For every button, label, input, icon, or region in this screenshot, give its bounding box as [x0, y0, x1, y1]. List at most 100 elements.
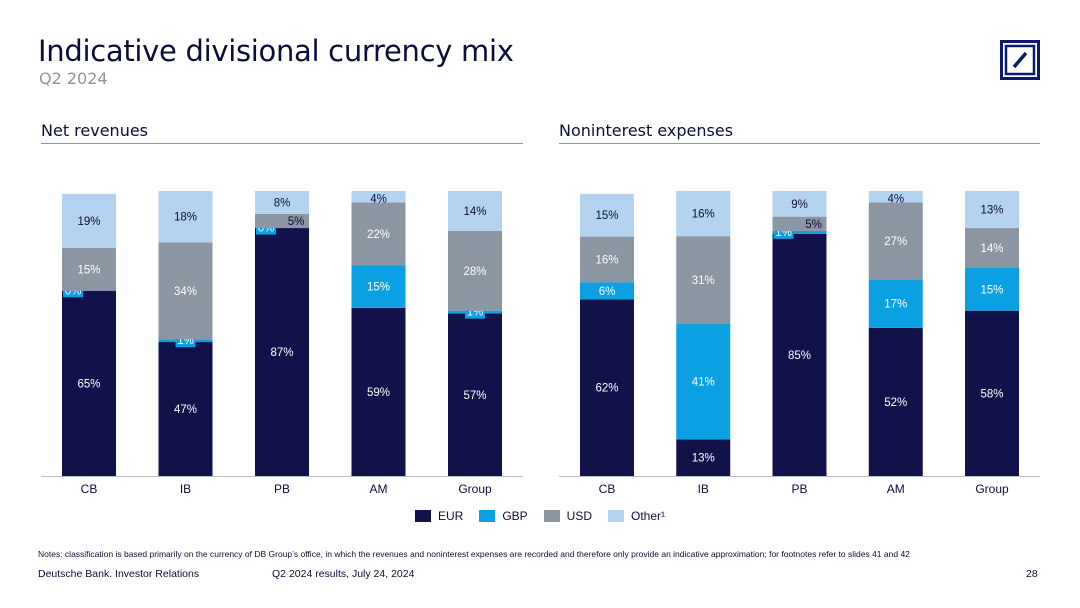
noninterest-expenses-category-pb: PB — [791, 482, 807, 496]
noninterest-expenses-label-cb-other: 15% — [595, 210, 618, 222]
net-revenues-bar-group-usd — [448, 230, 502, 311]
footer-brand: Deutsche Bank. Investor Relations — [38, 568, 200, 580]
noninterest-expenses-label-am-gbp: 17% — [884, 299, 907, 311]
net-revenues-bar-ib-usd — [158, 242, 213, 340]
noninterest-expenses-bar-group-usd — [965, 228, 1019, 268]
noninterest-expenses-label-group-gbp: 15% — [980, 284, 1003, 296]
noninterest-expenses-category-ib: IB — [698, 482, 709, 496]
noninterest-expenses-label-ib-eur: 13% — [692, 453, 715, 465]
noninterest-expenses-title: Noninterest expenses — [559, 121, 734, 140]
legend-swatch-other — [608, 510, 624, 522]
net-revenues-bar-ib-eur — [158, 342, 213, 476]
net-revenues-bar-pb-other — [255, 191, 309, 214]
legend-item-usd: USD — [543, 509, 592, 523]
legend-item-eur: EUR — [414, 509, 464, 523]
net-revenues-bar-pb-eur — [255, 228, 309, 476]
noninterest-expenses-bar-cb-eur — [580, 299, 634, 476]
noninterest-expenses-label-ib-usd: 31% — [692, 275, 715, 287]
noninterest-expenses-bar-cb-other — [580, 193, 634, 237]
legend-item-gbp: GBP — [479, 509, 528, 523]
legend-item-other: Other¹ — [608, 509, 665, 523]
noninterest-expenses-label-group-usd: 14% — [980, 243, 1003, 255]
noninterest-expenses-category-am: AM — [887, 482, 905, 496]
noninterest-expenses-label-cb-eur: 62% — [595, 383, 618, 395]
net-revenues-bar-pb-usd — [255, 213, 309, 229]
noninterest-expenses-label-group-other: 13% — [980, 205, 1003, 217]
net-revenues-label-pb-other: 8% — [274, 197, 291, 209]
net-revenues-label-pb-usd: 5% — [288, 216, 305, 228]
net-revenues-category-am: AM — [370, 482, 388, 496]
noninterest-expenses-bar-pb-usd — [772, 216, 827, 231]
noninterest-expenses-label-ib-other: 16% — [692, 209, 715, 221]
noninterest-expenses-label-am-usd: 27% — [884, 236, 907, 248]
noninterest-expenses-bar-am-eur — [868, 327, 923, 476]
net-revenues-chart: 65%0%15%19%CB47%1%34%18%IB87%0%5%8%PB59%… — [41, 191, 523, 496]
net-revenues-label-am-eur: 59% — [367, 387, 390, 399]
noninterest-expenses-bar-group-gbp — [965, 267, 1019, 311]
net-revenues-category-ib: IB — [180, 482, 191, 496]
noninterest-expenses-rule — [559, 143, 1040, 144]
net-revenues-bar-am-other — [351, 191, 406, 203]
net-revenues-bar-group-eur — [448, 313, 502, 476]
net-revenues-bar-ib-other — [158, 191, 213, 243]
noninterest-expenses-bar-pb-gbp — [772, 230, 827, 234]
noninterest-expenses-bar-ib-other — [676, 191, 731, 237]
net-revenues-bar-am-usd — [351, 202, 406, 266]
net-revenues-label-ib-other: 18% — [174, 212, 197, 224]
noninterest-expenses-label-pb-eur: 85% — [788, 350, 811, 362]
net-revenues-label-ib-eur: 47% — [174, 404, 197, 416]
net-revenues-rule — [41, 143, 523, 144]
page-number: 28 — [1026, 568, 1038, 580]
net-revenues-bar-am-gbp — [351, 265, 406, 308]
footnote-text: Notes: classification is based primarily… — [38, 549, 910, 559]
noninterest-expenses-bar-ib-eur — [676, 439, 731, 476]
noninterest-expenses-label-am-other: 4% — [887, 193, 904, 205]
legend-swatch-eur — [414, 510, 431, 522]
noninterest-expenses-bar-cb-usd — [580, 236, 634, 283]
noninterest-expenses-bar-am-other — [868, 191, 923, 203]
noninterest-expenses-bar-ib-usd — [676, 236, 731, 324]
noninterest-expenses-label-cb-gbp: 6% — [599, 286, 616, 298]
net-revenues-category-cb: CB — [81, 482, 98, 496]
net-revenues-bar-cb-other — [62, 193, 116, 248]
noninterest-expenses-label-pb-other: 9% — [791, 199, 808, 211]
legend-label-eur: EUR — [437, 509, 464, 523]
noninterest-expenses-label-pb-usd: 5% — [805, 219, 822, 231]
legend-swatch-usd — [543, 510, 560, 522]
net-revenues-label-cb-usd: 15% — [77, 264, 100, 276]
legend-label-other: Other¹ — [631, 509, 666, 523]
noninterest-expenses-bar-ib-gbp — [676, 323, 731, 440]
net-revenues-label-ib-usd: 34% — [174, 286, 197, 298]
noninterest-expenses-bar-group-other — [965, 191, 1019, 229]
footer-report: Q2 2024 results, July 24, 2024 — [272, 568, 415, 580]
net-revenues-bar-cb-eur — [62, 290, 116, 476]
page-subtitle: Q2 2024 — [39, 69, 108, 88]
noninterest-expenses-bar-am-usd — [868, 202, 923, 280]
net-revenues-label-cb-eur: 65% — [77, 378, 100, 390]
net-revenues-label-am-usd: 22% — [367, 229, 390, 241]
net-revenues-label-group-eur: 57% — [463, 390, 486, 402]
net-revenues-bar-cb-usd — [62, 248, 116, 291]
net-revenues-title: Net revenues — [41, 121, 149, 140]
net-revenues-bar-am-eur — [351, 307, 406, 476]
noninterest-expenses-label-group-eur: 58% — [980, 388, 1003, 400]
noninterest-expenses-category-group: Group — [975, 482, 1009, 496]
net-revenues-label-pb-eur: 87% — [270, 347, 293, 359]
noninterest-expenses-category-cb: CB — [599, 482, 616, 496]
chart-legend: EUR GBP USD Other¹ — [0, 509, 1080, 523]
legend-swatch-gbp — [479, 510, 496, 522]
noninterest-expenses-bar-group-eur — [965, 310, 1019, 476]
noninterest-expenses-label-am-eur: 52% — [884, 397, 907, 409]
noninterest-expenses-label-cb-usd: 16% — [595, 254, 618, 266]
noninterest-expenses-bar-cb-gbp — [580, 282, 634, 300]
net-revenues-label-group-usd: 28% — [463, 266, 486, 278]
net-revenues-label-am-gbp: 15% — [367, 281, 390, 293]
noninterest-expenses-bar-am-gbp — [868, 279, 923, 328]
net-revenues-label-cb-other: 19% — [77, 216, 100, 228]
net-revenues-category-group: Group — [458, 482, 492, 496]
page-title: Indicative divisional currency mix — [38, 34, 514, 68]
noninterest-expenses-bar-pb-other — [772, 191, 827, 217]
net-revenues-label-am-other: 4% — [370, 193, 387, 205]
legend-label-usd: USD — [566, 509, 592, 523]
noninterest-expenses-chart: 62%6%16%15%CB13%41%31%16%IB85%1%5%9%PB52… — [559, 191, 1040, 496]
